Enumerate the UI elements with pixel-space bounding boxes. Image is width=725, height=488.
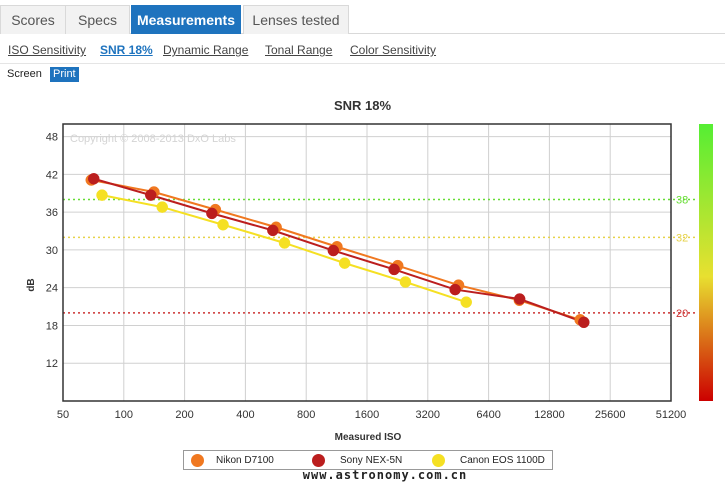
tab-measurements[interactable]: Measurements [131, 5, 241, 34]
y-tick-label: 42 [46, 169, 58, 181]
reference-line-label: 32 [676, 232, 688, 244]
x-tick-label: 100 [115, 409, 133, 421]
reference-line-label: 20 [676, 308, 688, 320]
data-point [578, 316, 590, 329]
x-tick-label: 3200 [416, 409, 440, 421]
reference-line-label: 38 [676, 195, 688, 207]
watermark-text: www.astronomy.com.cn [302, 468, 468, 482]
legend-swatch-nikon [191, 454, 204, 467]
data-point [96, 189, 108, 201]
legend-label-sony: Sony NEX-5N [340, 455, 403, 466]
data-point [88, 173, 100, 185]
data-point [327, 244, 340, 257]
data-point [156, 201, 168, 213]
print-mode-button[interactable]: Print [50, 67, 79, 82]
data-point [399, 276, 412, 288]
screen-mode-button[interactable]: Screen [7, 68, 42, 80]
chart-title: SNR 18% [333, 98, 392, 113]
data-point [267, 224, 279, 237]
data-point [388, 263, 400, 276]
link-snr-18[interactable]: SNR 18% [100, 43, 153, 57]
data-point [338, 257, 351, 269]
data-point [460, 296, 472, 308]
data-point [206, 207, 218, 220]
tab-lenses-tested[interactable]: Lenses tested [243, 5, 349, 34]
x-tick-label: 800 [297, 409, 315, 421]
legend-label-nikon: Nikon D7100 [216, 455, 274, 466]
chart-legend: Nikon D7100 Sony NEX-5N Canon EOS 1100D [183, 450, 553, 470]
data-point [449, 283, 461, 296]
data-point [217, 218, 229, 231]
snr-color-scale [699, 124, 713, 401]
plot-frame [62, 123, 672, 402]
x-tick-label: 400 [236, 409, 254, 421]
y-tick-label: 36 [46, 207, 58, 219]
x-tick-label: 25600 [595, 409, 626, 421]
tab-bar: Scores Specs Measurements Lenses tested [0, 0, 725, 34]
x-tick-label: 51200 [656, 409, 687, 421]
legend-label-canon: Canon EOS 1100D [460, 455, 545, 466]
x-tick-label: 6400 [476, 409, 500, 421]
y-tick-label: 24 [46, 283, 58, 295]
legend-swatch-canon [432, 454, 445, 467]
data-point [513, 293, 526, 305]
link-iso-sensitivity[interactable]: ISO Sensitivity [8, 43, 87, 57]
data-point [278, 237, 291, 249]
y-tick-label: 18 [46, 320, 58, 332]
tab-scores[interactable]: Scores [0, 5, 66, 34]
x-tick-label: 200 [175, 409, 193, 421]
y-tick-label: 12 [46, 358, 58, 370]
link-tonal-range[interactable]: Tonal Range [265, 43, 333, 57]
x-tick-label: 1600 [355, 409, 379, 421]
y-tick-label: 48 [46, 132, 58, 144]
y-tick-label: 30 [46, 245, 58, 257]
link-color-sensitivity[interactable]: Color Sensitivity [350, 43, 437, 57]
data-point [145, 189, 157, 201]
measurement-subnav: ISO Sensitivity SNR 18% Dynamic Range To… [0, 34, 725, 64]
x-axis-label: Measured ISO [335, 432, 402, 443]
copyright-text: Copyright © 2008-2013 DxO Labs [70, 133, 236, 145]
x-tick-label: 12800 [534, 409, 565, 421]
link-dynamic-range[interactable]: Dynamic Range [163, 43, 249, 57]
x-tick-label: 50 [57, 409, 69, 421]
y-axis-label: dB [26, 278, 37, 291]
legend-swatch-sony [312, 454, 325, 467]
tab-specs[interactable]: Specs [65, 5, 130, 34]
